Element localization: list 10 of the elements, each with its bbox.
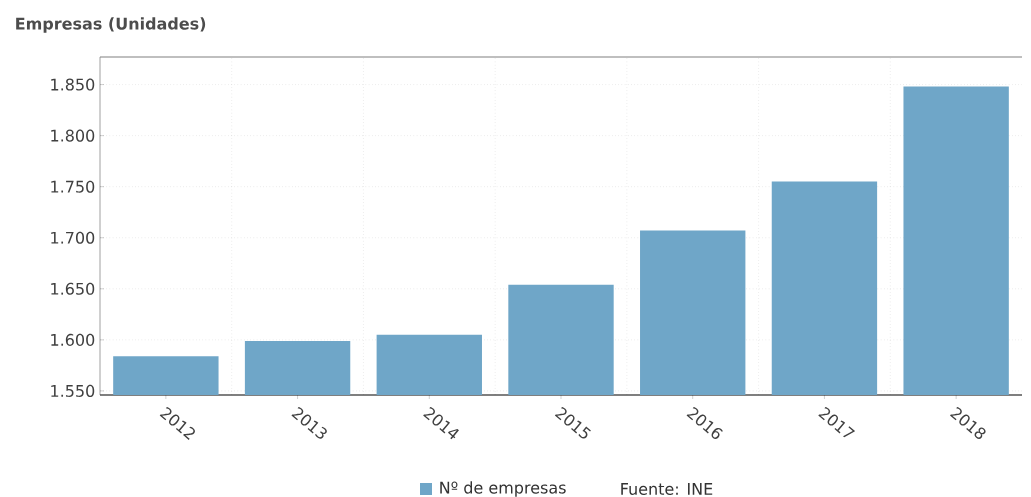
- y-tick-label: 1.550: [51, 384, 95, 397]
- y-tick-label: 1.700: [51, 231, 95, 244]
- y-tick-label: 1.600: [51, 333, 95, 346]
- legend-label: Nº de empresas: [440, 481, 566, 497]
- source-note: Fuente: INE: [621, 483, 713, 495]
- y-axis-title: Empresas (Unidades): [16, 17, 206, 33]
- y-tick-label: 1.800: [51, 129, 95, 142]
- y-tick-label: 1.850: [51, 78, 95, 91]
- y-tick-label: 1.750: [51, 180, 95, 193]
- y-tick-label: 1.650: [51, 282, 95, 295]
